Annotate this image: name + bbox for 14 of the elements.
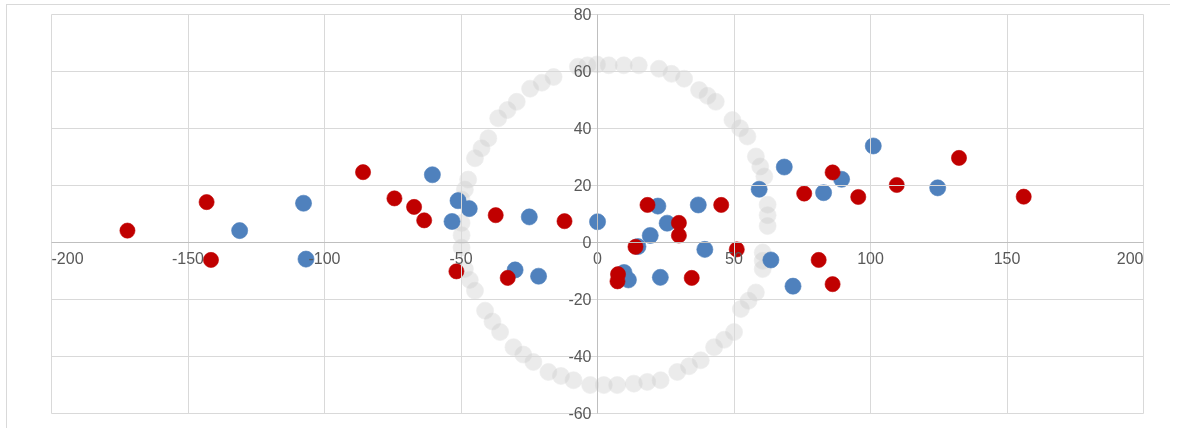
y-tick-label: 60 <box>573 62 592 80</box>
y-tick-label: -60 <box>568 404 592 422</box>
y-tick-label: 20 <box>573 176 592 194</box>
y-tick-label: 40 <box>573 119 592 137</box>
x-tick-label: 100 <box>857 249 884 267</box>
y-tick-label: -40 <box>568 347 592 365</box>
y-tick-label: 0 <box>582 233 592 251</box>
y-tick-label: -20 <box>568 290 592 308</box>
y-tick-label: 80 <box>573 5 592 23</box>
x-tick-label: -50 <box>449 249 473 267</box>
x-tick-label: -200 <box>51 249 84 267</box>
x-tick-label: 150 <box>993 249 1021 267</box>
x-tick-label: -150 <box>171 249 205 267</box>
x-tick-label: 200 <box>1116 249 1144 267</box>
